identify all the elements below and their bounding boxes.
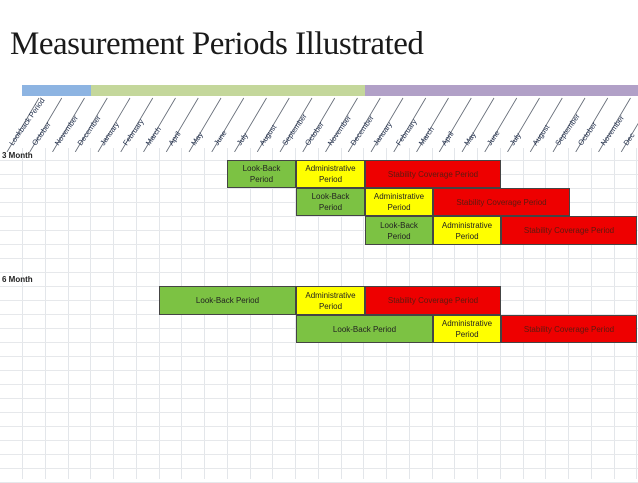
grid-row-line xyxy=(0,258,638,259)
band-blue xyxy=(22,85,91,96)
lookback-period: Look-Back Period xyxy=(296,315,433,343)
month-label: January xyxy=(371,120,394,147)
month-separator xyxy=(6,97,40,152)
lookback-period: Look-Back Period xyxy=(365,216,433,245)
month-label: February xyxy=(394,117,419,147)
administrative-period: Administrative Period xyxy=(433,216,501,245)
administrative-period: Administrative Period xyxy=(433,315,501,343)
month-separator xyxy=(393,97,427,152)
month-label: August xyxy=(258,122,279,147)
month-label: May xyxy=(462,130,478,147)
month-separator xyxy=(97,97,131,152)
month-separator xyxy=(256,97,290,152)
stability-coverage-period: Stability Coverage Period xyxy=(365,286,501,315)
slide-title: Measurement Periods Illustrated xyxy=(10,26,424,62)
month-separator xyxy=(529,97,563,152)
grid-row-line xyxy=(0,230,638,231)
band-purple xyxy=(365,85,638,96)
lookback-period: Look-Back Period xyxy=(159,286,296,315)
month-separator xyxy=(302,97,336,152)
month-label: Dec xyxy=(622,131,637,147)
stability-coverage-period: Stability Coverage Period xyxy=(433,188,570,216)
month-separator xyxy=(620,122,638,152)
grid-column-line xyxy=(44,148,46,479)
month-label: April xyxy=(167,129,183,147)
stability-coverage-period: Stability Coverage Period xyxy=(365,160,501,188)
grid-column-line xyxy=(90,148,92,479)
month-separator xyxy=(52,97,85,152)
month-separator xyxy=(461,97,495,152)
month-separator xyxy=(575,97,609,152)
administrative-period: Administrative Period xyxy=(296,160,365,188)
month-separator xyxy=(552,97,586,152)
month-separator xyxy=(507,97,540,152)
grid-row-line xyxy=(0,384,638,385)
grid-column-line xyxy=(568,148,569,479)
grid-row-line xyxy=(0,468,638,469)
grid-column-line xyxy=(522,148,524,479)
grid-row-line xyxy=(0,412,638,413)
grid-row-line xyxy=(0,398,638,399)
grid-row-line xyxy=(0,272,638,273)
month-separator xyxy=(29,97,63,152)
month-separator xyxy=(143,97,176,152)
grid-column-line xyxy=(22,148,23,479)
month-separator xyxy=(438,97,472,152)
month-label: October xyxy=(30,120,53,147)
administrative-period: Administrative Period xyxy=(296,286,365,315)
grid-column-line xyxy=(636,148,638,479)
grid-column-line xyxy=(135,148,137,479)
month-label: July xyxy=(235,131,250,147)
month-separator xyxy=(484,97,518,152)
month-label: April xyxy=(440,129,456,147)
grid-row-line xyxy=(0,244,638,245)
lookback-period: Look-Back Period xyxy=(227,160,296,188)
grid-row-line xyxy=(0,370,638,371)
grid-row-line xyxy=(0,216,638,217)
timeline-chart: Lookback Period October November December Ja… xyxy=(0,85,638,483)
section-label-6-month: 6 Month xyxy=(2,275,33,284)
month-separator xyxy=(279,97,313,152)
band-green xyxy=(91,85,365,96)
grid-column-line xyxy=(67,148,69,479)
month-separator xyxy=(188,97,222,152)
month-separator xyxy=(211,97,245,152)
grid-row-line xyxy=(0,440,638,441)
grid-row-line xyxy=(0,426,638,427)
month-separator xyxy=(325,97,358,152)
month-separator xyxy=(416,97,449,152)
month-label: January xyxy=(98,120,121,147)
month-label: October xyxy=(576,120,599,147)
grid-column-line xyxy=(113,148,114,479)
grid-row-line xyxy=(0,454,638,455)
month-separator xyxy=(120,97,154,152)
administrative-period: Administrative Period xyxy=(365,188,433,216)
month-label: March xyxy=(144,125,163,147)
month-separator xyxy=(347,97,381,152)
lookback-period: Look-Back Period xyxy=(296,188,365,216)
month-separator xyxy=(74,97,108,152)
month-separator xyxy=(598,97,631,152)
month-label: June xyxy=(212,129,229,147)
month-separator xyxy=(234,97,267,152)
month-separator xyxy=(370,97,404,152)
month-label: March xyxy=(417,125,436,147)
grid-column-line xyxy=(613,148,615,479)
month-label: October xyxy=(303,120,326,147)
month-label: July xyxy=(508,131,523,147)
month-label: February xyxy=(121,117,146,147)
month-separator xyxy=(165,97,199,152)
month-label: August xyxy=(531,122,552,147)
section-label-3-month: 3 Month xyxy=(2,151,33,160)
grid-column-line xyxy=(590,148,592,479)
month-label: June xyxy=(485,129,502,147)
grid-row-line xyxy=(0,356,638,357)
month-label: May xyxy=(189,130,205,147)
stability-coverage-period: Stability Coverage Period xyxy=(501,315,637,343)
stability-coverage-period: Stability Coverage Period xyxy=(501,216,637,245)
grid-column-line xyxy=(545,148,547,479)
